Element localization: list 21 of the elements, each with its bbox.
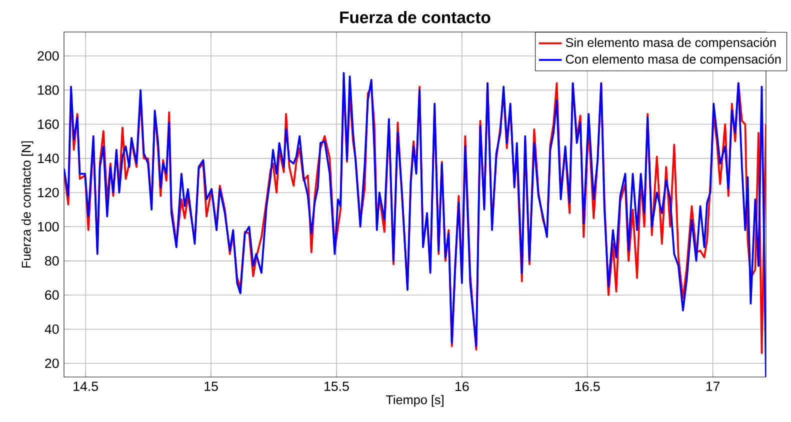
y-tick-label: 40: [44, 324, 59, 334]
y-tick-label: 160: [38, 120, 59, 129]
legend-label: Sin elemento masa de compensación: [566, 38, 776, 50]
y-tick-label: 200: [38, 51, 59, 61]
legend-label: Con elemento masa de compensación: [566, 54, 781, 66]
x-tick-label: 15: [204, 382, 218, 392]
y-tick-label: 20: [45, 358, 59, 368]
y-tick-label: 60: [45, 290, 59, 300]
y-axis-title: Fuerza de contacto [N]: [21, 141, 34, 268]
y-tick-label: 180: [38, 85, 59, 95]
y-tick-label: 80: [45, 256, 59, 266]
x-tick-label: 14.5: [74, 382, 98, 392]
x-tick-label: 15.5: [324, 382, 349, 392]
x-tick-label: 16: [456, 382, 469, 392]
chart-title: Fuerza de contacto: [340, 11, 490, 24]
x-tick-label: 16.5: [575, 382, 600, 392]
y-tick-label: 100: [38, 222, 59, 232]
x-tick-label: 17: [706, 382, 720, 391]
y-tick-label: 120: [38, 188, 59, 198]
x-axis-title: Tiempo [s]: [386, 394, 444, 407]
y-tick-label: 140: [38, 154, 59, 164]
